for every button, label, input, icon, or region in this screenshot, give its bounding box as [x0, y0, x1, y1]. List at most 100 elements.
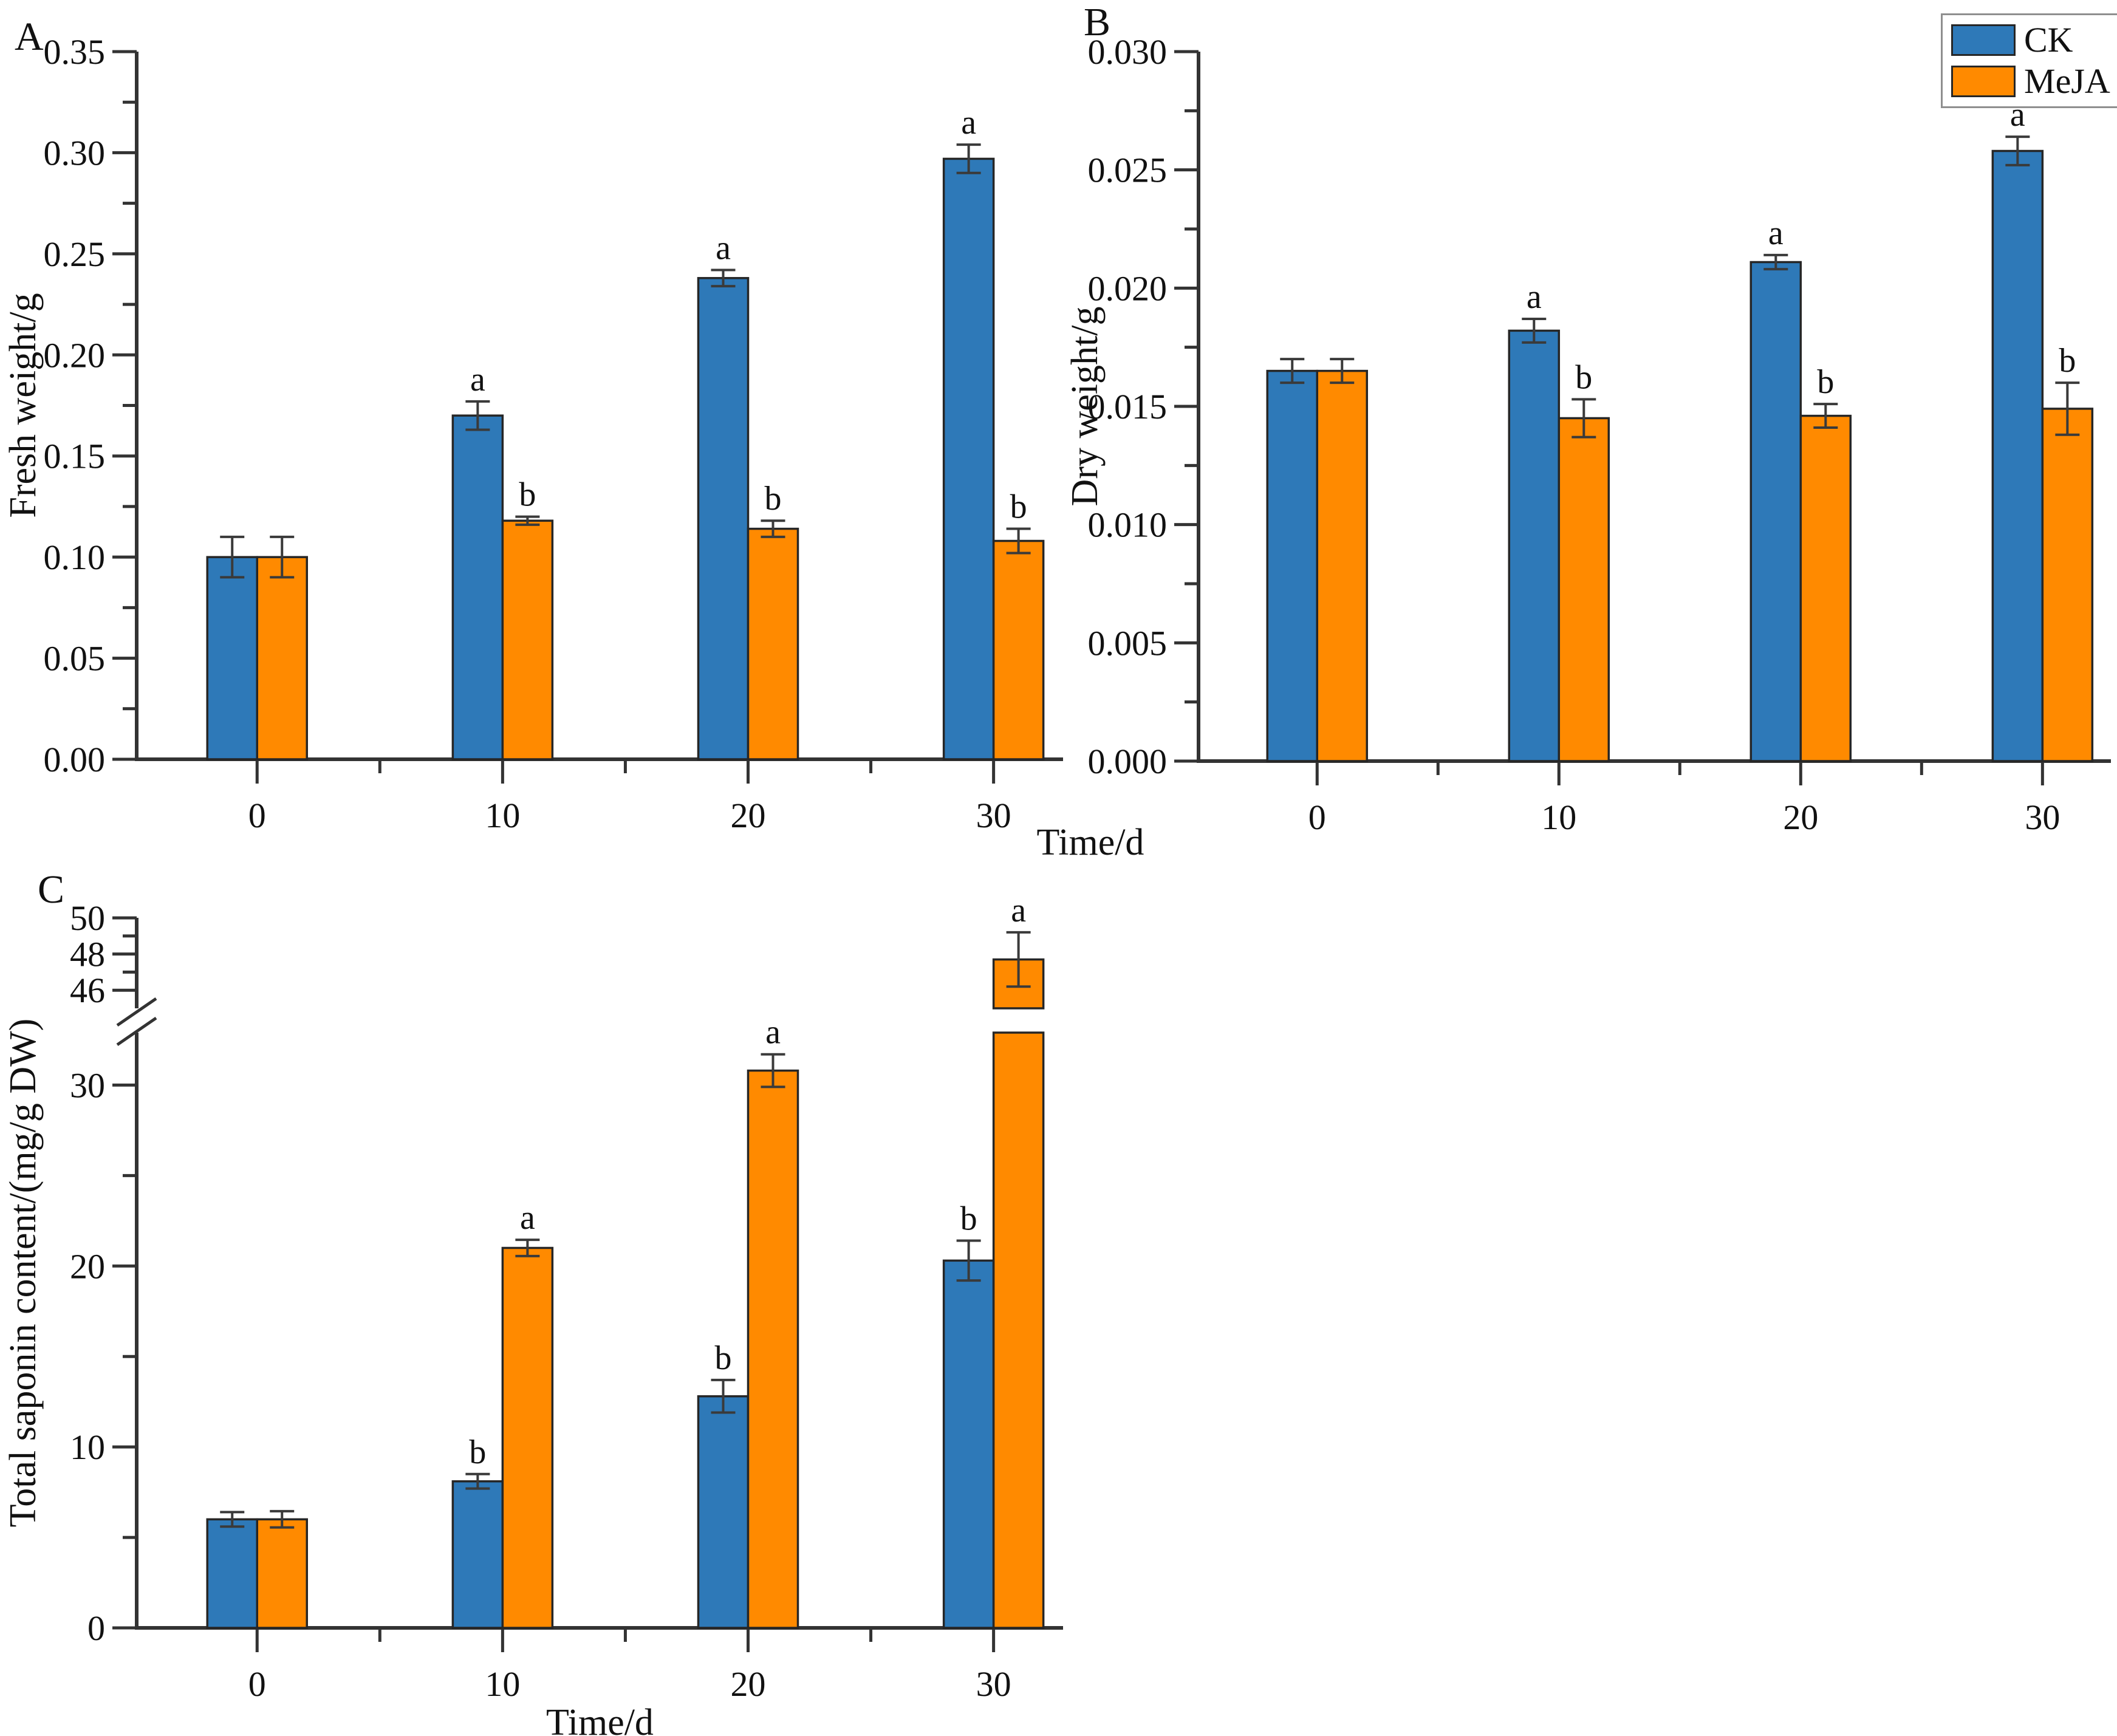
errorbar-MeJA-0d: [270, 535, 295, 579]
x-tick-label: 10: [485, 796, 520, 835]
sig-letter-MeJA-30d: b: [1010, 488, 1027, 526]
sig-letter-CK-20d: a: [716, 229, 731, 267]
axis-break-mark: [116, 997, 157, 1027]
y-axis-title: Fresh weight/g: [2, 293, 44, 518]
x-axis: 0 10 20 30 Time/d: [135, 1626, 1063, 1736]
y-tick-label: 0.25: [44, 234, 106, 274]
sig-letter-MeJA-20d: b: [1817, 363, 1834, 401]
errorbar-MeJA-0d: [270, 1509, 295, 1529]
bar-CK-20d: [697, 277, 750, 760]
panel-label-b: B: [1084, 0, 1111, 44]
y-tick-label: 0: [87, 1608, 105, 1648]
sig-letter-CK-30d: b: [960, 1200, 977, 1238]
y-tick-label: 20: [70, 1246, 105, 1286]
bar-MeJA-20d: [1799, 414, 1852, 762]
panel-label-a: A: [15, 15, 44, 59]
y-tick-label: 46: [70, 971, 105, 1010]
y-tick-label: 0.05: [44, 639, 106, 678]
axis-break-mark: [116, 1016, 157, 1047]
sig-letter-MeJA-30d: a: [1011, 892, 1026, 929]
x-axis: 0 10 20 30: [135, 757, 1063, 835]
y-tick-label: 0.030: [1088, 32, 1168, 72]
x-tick-label: 10: [1541, 798, 1576, 837]
chart-b-dry-weight: 0.000 0.005 0.010 0.015 0.020 0.025 0.030 Dry w…: [1069, 32, 2111, 837]
legend: CK MeJA: [1941, 13, 2117, 108]
y-tick-label: 50: [70, 898, 105, 938]
sig-letter-CK-10d: a: [1527, 278, 1542, 316]
y-tick-label: 0.10: [44, 538, 106, 577]
y-tick-label: 0.015: [1088, 387, 1168, 426]
y-tick-label: 0.025: [1088, 151, 1168, 190]
x-tick-label: 10: [485, 1664, 520, 1704]
errorbar-CK-30d: [956, 1239, 981, 1282]
sig-letter-CK-20d: a: [1768, 214, 1784, 252]
bar-MeJA-0d: [1316, 369, 1369, 762]
y-axis: 0.00 0.05 0.10 0.15 0.20 0.25 0.30 0.35 Fresh we…: [2, 32, 139, 779]
bar-MeJA-0d: [256, 1518, 308, 1629]
bars: a a a b b b: [206, 104, 1045, 760]
errorbar-MeJA-10d: [515, 515, 540, 526]
y-tick-label: 10: [70, 1427, 105, 1467]
x-tick-label: 0: [248, 796, 266, 835]
x-tick-label: 20: [731, 796, 766, 835]
sig-letter-CK-20d: b: [715, 1339, 732, 1377]
sig-letter-MeJA-20d: b: [765, 480, 782, 518]
bar-MeJA-10d: [501, 1246, 554, 1629]
y-tick-label: 30: [70, 1065, 105, 1105]
y-tick-label: 48: [70, 935, 105, 974]
legend-item-meja: MeJA: [1951, 64, 2110, 99]
y-tick-label: 0.010: [1088, 505, 1168, 545]
bar-CK-10d: [451, 1480, 504, 1629]
y-axis-title: Dry weight/g: [1069, 307, 1106, 507]
legend-item-ck: CK: [1951, 22, 2110, 58]
legend-label-ck: CK: [2024, 20, 2073, 60]
errorbar-CK-10d: [465, 1472, 490, 1490]
errorbar-MeJA-10d: [1572, 398, 1596, 439]
bar-MeJA-30d: [992, 539, 1045, 760]
errorbar-MeJA-0d: [1330, 358, 1355, 384]
errorbar-MeJA-10d: [515, 1239, 540, 1257]
sig-letter-MeJA-10d: a: [520, 1199, 535, 1237]
x-tick-label: 20: [1783, 798, 1818, 837]
bars: b b b a a a: [206, 892, 1045, 1629]
panel-label-c: C: [38, 867, 65, 912]
errorbar-CK-20d: [1763, 253, 1788, 271]
errorbar-MeJA-30d: [1006, 931, 1031, 988]
sig-letter-MeJA-10d: b: [519, 476, 536, 514]
errorbar-CK-30d: [956, 143, 981, 174]
errorbar-MeJA-30d: [1006, 527, 1031, 555]
y-tick-label: 0.15: [44, 437, 106, 476]
bar-MeJA-10d: [501, 519, 554, 760]
y-tick-label: 0.20: [44, 335, 106, 375]
bar-CK-30d: [942, 1259, 995, 1629]
errorbar-CK-10d: [1522, 317, 1547, 344]
x-axis-title: Time/d: [546, 1702, 654, 1736]
bar-CK-0d: [1266, 369, 1319, 762]
errorbar-CK-10d: [465, 400, 490, 431]
errorbar-CK-0d: [220, 1511, 245, 1528]
bar-MeJA-20d: [747, 1069, 799, 1629]
bar-CK-20d: [697, 1395, 750, 1629]
errorbar-CK-30d: [2005, 135, 2030, 166]
sig-letter-MeJA-10d: b: [1575, 358, 1592, 396]
y-tick-label: 0.000: [1088, 742, 1168, 781]
x-tick-label: 20: [731, 1664, 766, 1704]
shared-x-axis-label: Time/d: [1036, 822, 1144, 863]
sig-letter-CK-10d: a: [470, 361, 485, 398]
errorbar-CK-20d: [711, 1378, 736, 1414]
errorbar-CK-0d: [220, 535, 245, 579]
x-axis: 0 10 20 30: [1197, 759, 2111, 837]
bar-MeJA-30d-lower: [992, 1031, 1045, 1629]
sig-letter-CK-10d: b: [469, 1434, 486, 1471]
x-tick-label: 30: [2025, 798, 2060, 837]
x-tick-label: 0: [248, 1664, 266, 1704]
bar-MeJA-10d: [1558, 417, 1610, 762]
bar-CK-20d: [1749, 261, 1802, 762]
y-tick-label: 0.30: [44, 133, 106, 173]
bar-CK-0d: [206, 1518, 258, 1629]
chart-a-fresh-weight: 0.00 0.05 0.10 0.15 0.20 0.25 0.30 0.35 Fresh we…: [2, 32, 1063, 835]
y-tick-label: 0.35: [44, 32, 106, 72]
